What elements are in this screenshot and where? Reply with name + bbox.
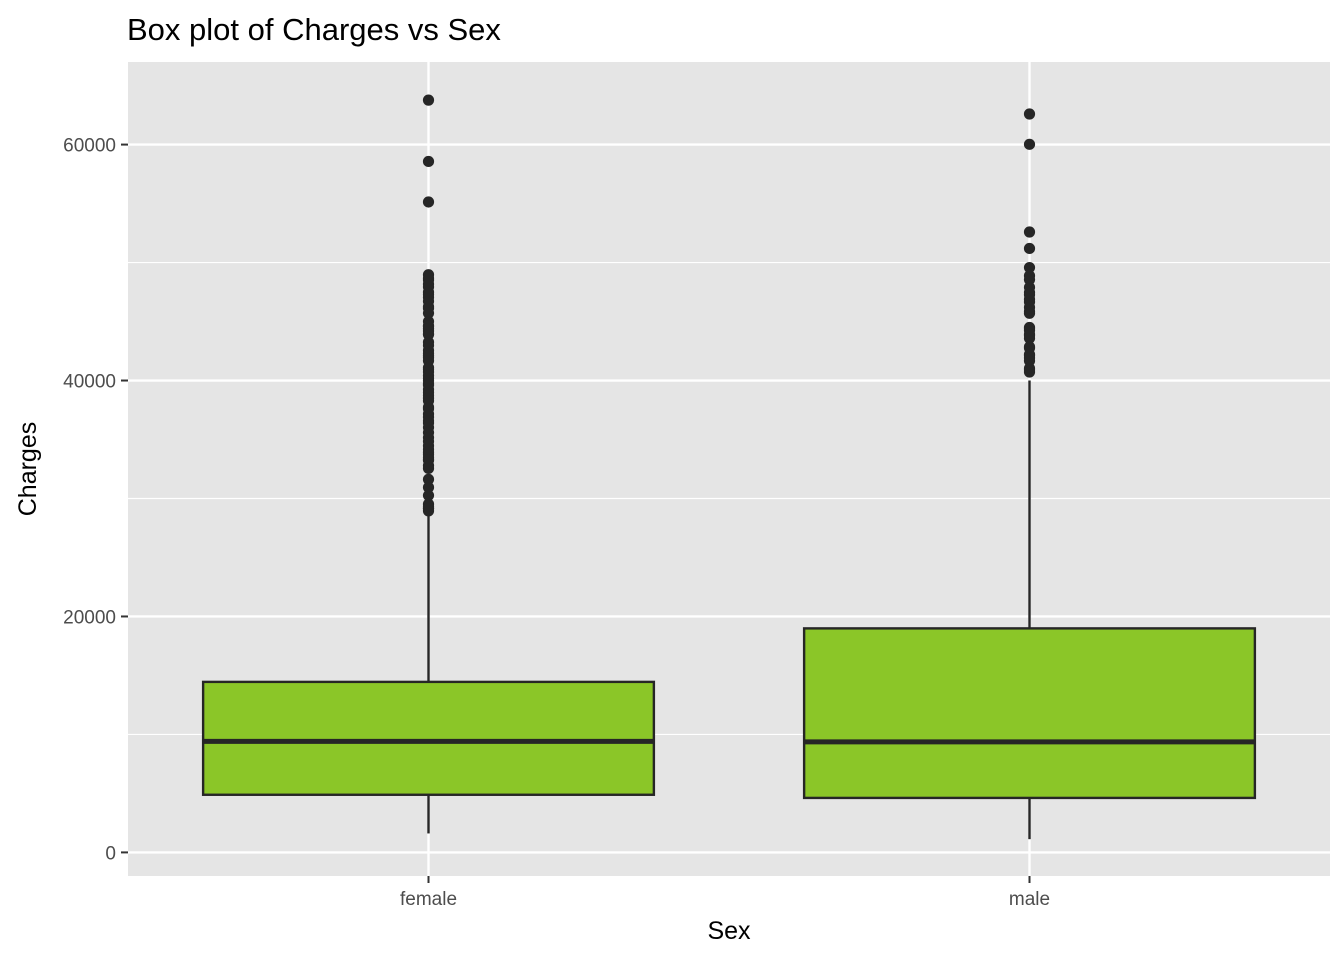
outlier-point [422,155,435,168]
y-axis-title: Charges [14,422,42,517]
outlier-point [422,196,435,208]
outlier-point [1023,307,1036,319]
outlier-point [1023,138,1036,150]
box-layer [201,94,1257,840]
outlier-point [1023,108,1036,120]
y-tick-label: 20000 [63,607,116,628]
iqr-box [802,627,1257,800]
x-tick-label: male [1009,889,1050,910]
x-axis-title: Sex [707,917,751,945]
outlier-point [1023,226,1036,238]
outlier-point [422,462,435,475]
outlier-point [422,307,435,319]
outlier-point [1023,366,1036,378]
outlier-point [1023,242,1036,255]
iqr-box [201,680,656,796]
outlier-point [1023,274,1036,286]
box-male [802,108,1257,840]
axis-ticks: 0 20000 40000 60000 female male [63,136,1050,910]
y-tick-label: 40000 [63,372,116,393]
outlier-point [422,94,435,106]
outlier-point [1023,261,1036,274]
chart-title: Box plot of Charges vs Sex [127,12,501,47]
outlier-point [422,481,435,493]
box-female [201,94,656,834]
y-tick-label: 0 [105,843,116,864]
outlier-point [422,473,435,485]
y-tick-label: 60000 [63,136,116,157]
outlier-point [422,505,435,517]
outlier-point [422,489,435,502]
x-tick-label: female [400,889,457,910]
outlier-point [1023,332,1036,344]
